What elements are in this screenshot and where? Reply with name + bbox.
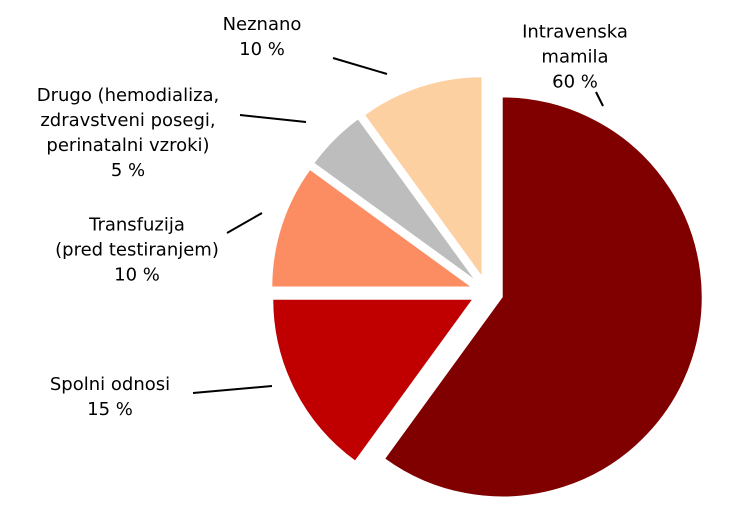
pie-slice: [383, 96, 703, 498]
slice-label: Transfuzija (pred testiranjem) 10 %: [55, 213, 219, 288]
value-label: 10 %: [239, 39, 285, 60]
leader-line: [192, 385, 273, 394]
pie-slice: [313, 118, 477, 282]
value-label: 10 %: [114, 264, 160, 286]
slice-label: Intravenska mamila 60 %: [494, 20, 656, 95]
leader-line: [595, 91, 604, 107]
category-label: Transfuzija (pred testiranjem): [55, 214, 219, 261]
leader-line: [332, 57, 388, 75]
pie-slice: [363, 76, 483, 279]
category-label: Spolni odnosi: [49, 374, 171, 395]
category-label: Drugo (hemodializa, zdravstveni posegi, …: [36, 85, 220, 156]
category-label: Neznano: [222, 14, 302, 35]
value-label: 5 %: [110, 160, 146, 181]
pie-slice: [271, 168, 474, 288]
leader-line: [226, 212, 263, 234]
slice-label: Spolni odnosi 15 %: [50, 372, 170, 422]
value-label: 60 %: [552, 71, 598, 93]
category-label: Intravenska mamila: [522, 21, 628, 68]
leader-line: [239, 114, 307, 123]
slice-label: Neznano 10 %: [223, 12, 302, 62]
pie-slice: [272, 298, 474, 462]
value-label: 15 %: [87, 399, 133, 420]
slice-label: Drugo (hemodializa, zdravstveni posegi, …: [37, 83, 220, 183]
